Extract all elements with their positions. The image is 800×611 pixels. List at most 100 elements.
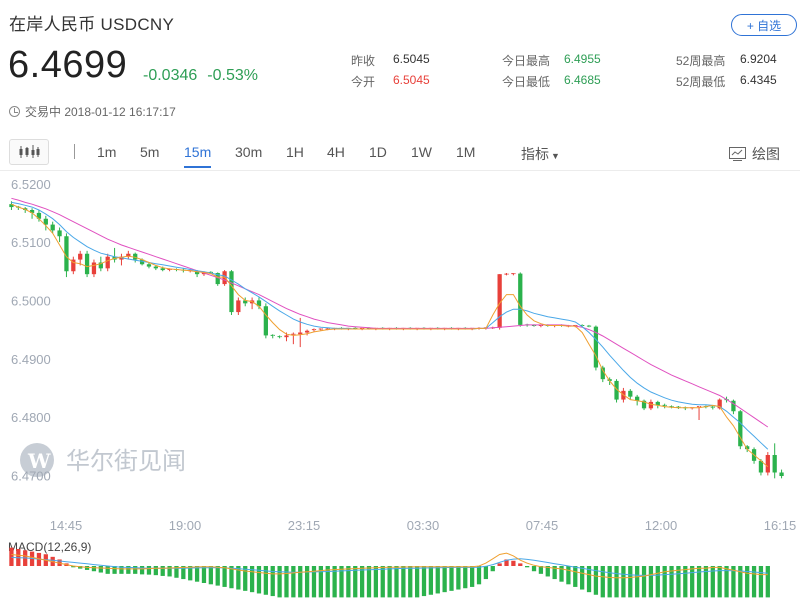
macd-bar <box>717 566 722 598</box>
status-text: 交易中 2018-01-12 16:17:17 <box>25 105 176 119</box>
macd-bar <box>139 566 145 575</box>
macd-bar <box>181 566 186 580</box>
candle <box>270 334 275 339</box>
macd-bar <box>133 566 138 574</box>
candlestick-type-button[interactable] <box>9 139 49 165</box>
timeframe-5m[interactable]: 5m <box>140 144 160 160</box>
stat-value: 6.5045 <box>393 73 430 87</box>
macd-bar <box>559 566 564 582</box>
timeframe-30m[interactable]: 30m <box>235 144 263 160</box>
candle-body <box>133 253 138 260</box>
candle <box>146 262 152 269</box>
candle-body <box>9 204 14 208</box>
candle-body <box>779 472 784 476</box>
timeframe-15m[interactable]: 15m <box>184 144 212 168</box>
macd-bar <box>201 566 207 583</box>
trading-status: 交易中 2018-01-12 16:17:17 <box>9 103 176 120</box>
stat-value: 6.5045 <box>393 52 430 66</box>
macd-bar <box>146 566 152 575</box>
macd-bar <box>483 566 489 580</box>
macd-bar <box>683 566 688 598</box>
macd-bar <box>229 566 234 589</box>
add-watchlist-button[interactable]: + 自选 <box>731 14 797 36</box>
timeframe-4h[interactable]: 4H <box>327 144 345 160</box>
x-tick-label: 16:15 <box>764 518 797 533</box>
macd-bar <box>690 566 695 598</box>
candle-body <box>648 401 654 409</box>
macd-bar <box>593 566 599 595</box>
macd-bar <box>421 566 427 597</box>
candle-body <box>298 332 303 335</box>
candle-body <box>105 256 110 269</box>
macd-bar <box>126 566 131 574</box>
macd-bar <box>9 547 14 566</box>
candle-body <box>635 396 640 401</box>
candle-body <box>628 390 633 397</box>
candle-body <box>64 236 69 272</box>
macd-bar <box>194 566 200 582</box>
stat-label: 昨收 <box>351 54 376 68</box>
candle <box>64 233 69 278</box>
chart-draw-icon <box>729 147 746 161</box>
timeframe-1month[interactable]: 1M <box>456 144 476 160</box>
timeframe-1m[interactable]: 1m <box>97 144 117 160</box>
macd-bar <box>511 560 516 566</box>
macd-bar <box>401 566 406 598</box>
macd-bar <box>566 566 571 585</box>
stat-value: 6.4955 <box>564 52 601 66</box>
timeframe-1h[interactable]: 1H <box>286 144 304 160</box>
indicator-label: 指标 <box>521 146 549 162</box>
candle-body <box>78 253 83 260</box>
candle <box>43 215 48 231</box>
stat-52w-high: 52周最高 6.9204 <box>676 52 777 69</box>
timeframe-1d[interactable]: 1D <box>369 144 387 160</box>
macd-bar <box>449 566 454 591</box>
chart-toolbar: 1m 5m 15m 30m 1H 4H 1D 1W 1M 指标 ▼ 绘图 <box>0 136 800 170</box>
macd-bar <box>366 566 372 598</box>
macd-bar <box>442 566 447 593</box>
watermark-text: 华尔街见闻 <box>66 447 186 475</box>
macd-bar <box>545 566 550 577</box>
y-tick-label: 6.4900 <box>11 352 51 367</box>
macd-dea-line <box>11 556 768 576</box>
macd-bar <box>470 566 475 587</box>
macd-bar <box>696 566 702 598</box>
candle-body <box>91 262 97 275</box>
candle <box>50 221 55 234</box>
candle-body <box>57 230 62 237</box>
candle-body <box>71 259 76 272</box>
stat-label: 52周最低 <box>676 75 726 89</box>
candle <box>731 399 736 415</box>
candle <box>304 329 310 336</box>
stat-label: 今日最低 <box>502 75 551 89</box>
candle <box>662 403 667 409</box>
timeframe-1w[interactable]: 1W <box>411 144 432 160</box>
candle-body <box>29 210 35 213</box>
price-chart-svg[interactable]: W 华尔街见闻 6.5200 6.5100 6.5000 6.4900 6.4800 6.… <box>0 170 800 611</box>
candle-body <box>772 455 777 473</box>
macd-bar <box>518 563 523 566</box>
candle <box>229 270 234 315</box>
candle-body <box>256 300 262 307</box>
macd-bar <box>745 566 750 598</box>
candle <box>57 227 62 243</box>
macd-bar <box>724 566 729 598</box>
y-tick-label: 6.5000 <box>11 293 51 308</box>
price-chart[interactable]: W 华尔街见闻 6.5200 6.5100 6.5000 6.4900 6.4800 6.… <box>0 170 800 611</box>
indicator-dropdown[interactable]: 指标 ▼ <box>521 144 560 164</box>
draw-button[interactable]: 绘图 <box>729 144 780 164</box>
macd-bar <box>531 566 537 572</box>
macd-bar <box>291 566 296 598</box>
macd-bar <box>78 566 83 569</box>
stat-day-low: 今日最低 6.4685 <box>502 73 601 90</box>
candle <box>614 379 619 403</box>
macd-bar <box>325 566 330 598</box>
macd-bar <box>215 566 220 586</box>
macd-bar <box>256 566 262 594</box>
macd-bar <box>456 566 461 590</box>
macd-bar <box>332 566 337 598</box>
candle-body <box>717 399 722 409</box>
candle <box>236 297 241 315</box>
macd-bar <box>270 566 275 597</box>
macd-bar <box>236 566 241 590</box>
